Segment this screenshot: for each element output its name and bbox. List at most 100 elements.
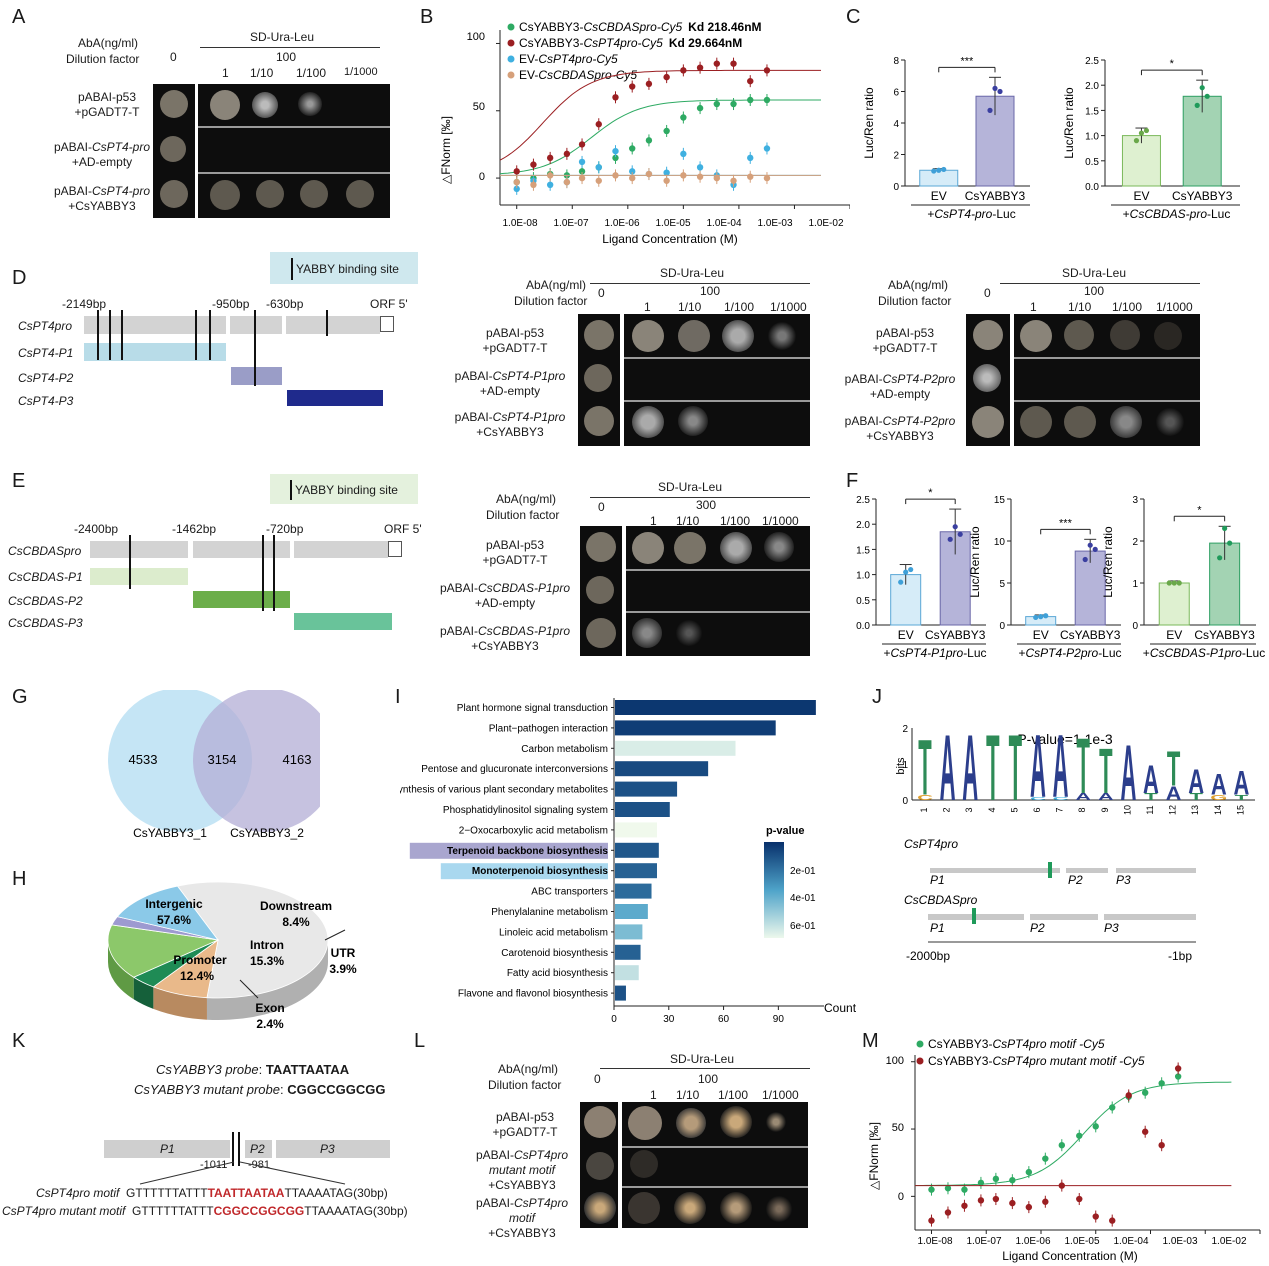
y-axis-label: Luc/Ren ratio	[846, 526, 847, 598]
yeast-colony	[720, 1106, 752, 1138]
promoter-name: CsPT4pro	[18, 319, 73, 333]
venn-label-2: CsYABBY3_2	[230, 826, 304, 840]
aba-label: AbA(ng/ml)	[888, 278, 949, 292]
category-label: CsYABBY3	[1194, 628, 1255, 642]
legend-marker	[507, 71, 515, 79]
data-point	[1143, 127, 1150, 134]
x-tick-label: 1.0E-08	[502, 218, 537, 229]
promoter-segment	[1116, 868, 1196, 873]
legend-entry: CsYABBY3-CsPT4pro mutant motif -Cy5	[928, 1054, 1145, 1068]
dil-1: 1	[650, 1088, 657, 1102]
y-tick-label: 0.5	[1085, 157, 1099, 168]
data-point	[1138, 130, 1145, 136]
yeast-colony	[586, 576, 614, 604]
yeast-colony	[1064, 320, 1094, 350]
yeast-colony	[346, 180, 374, 208]
binding-site-marker	[121, 310, 123, 360]
panel-label-a: A	[12, 6, 26, 28]
binding-legend-box	[270, 252, 418, 284]
probe-line: CsYABBY3 probe: TAATTAATAA	[156, 1062, 350, 1077]
bar	[615, 904, 648, 919]
mutant-motif-sequence: CsPT4pro mutant motif GTTTTTTATTTCGGCCGG…	[2, 1204, 408, 1218]
yeast-colony	[1020, 406, 1052, 438]
group-label: +CsPT4-P2pro-Luc	[1018, 646, 1121, 660]
yeast-colony	[256, 180, 284, 208]
divider	[622, 1186, 808, 1188]
panel-i-chart: Plant hormone signal transduction Plant−p…	[400, 698, 857, 1025]
bar	[615, 802, 670, 817]
legend-marker	[507, 23, 515, 31]
x-axis-label: Ligand Concentration (M)	[1002, 1249, 1137, 1263]
data-point	[680, 67, 687, 74]
dil-100: 1/100	[1112, 300, 1143, 314]
header-rule	[200, 47, 380, 48]
logo-letter: G	[1210, 794, 1227, 802]
position-label: 6	[1032, 807, 1042, 812]
data-point	[1174, 1073, 1182, 1080]
legend-entry: EV-CsCBDASpro-Cy5	[519, 68, 637, 82]
data-point	[1125, 1092, 1132, 1099]
panel-label-c: C	[846, 6, 861, 28]
binding-legend-box	[270, 474, 418, 504]
promoter-segment	[230, 316, 282, 334]
y-tick-label: 0	[479, 171, 485, 183]
data-point	[1092, 1123, 1099, 1130]
panel-b-chart: CsYABBY3-CsCBDASpro-Cy5 Kd 218.46nM CsYAB…	[439, 20, 850, 246]
logo-letter: A	[962, 720, 978, 821]
orf-label: ORF 5'	[370, 297, 408, 311]
yeast-colony	[1064, 406, 1096, 438]
promoter-segment	[930, 868, 1060, 873]
data-point	[546, 181, 554, 189]
y-tick-label: 1	[902, 760, 908, 771]
position-label: 1	[919, 807, 929, 812]
pie-value: 8.4%	[282, 915, 310, 929]
legend-entry: CsYABBY3-CsPT4pro-Cy5 Kd 29.664nM	[519, 36, 742, 50]
divider	[624, 400, 810, 402]
yeast-colony	[584, 406, 614, 436]
fragment-name: CsCBDAS-P2	[8, 594, 83, 608]
data-point	[763, 67, 771, 74]
yeast-colony	[676, 620, 702, 646]
data-point	[663, 177, 670, 184]
x-tick-label: 1.0E-03	[1162, 1236, 1197, 1247]
panel-m-chart: CsYABBY3-CsPT4pro motif -Cy5 CsYABBY3-Cs…	[867, 1037, 1261, 1263]
pie-value: 3.9%	[329, 962, 357, 976]
y-tick-label: 2.0	[1085, 81, 1099, 92]
category-label: Phenylalanine metabolism	[491, 907, 608, 918]
y-tick-label: 0.0	[856, 621, 870, 632]
x-tick-label: 90	[773, 1014, 785, 1025]
highlight-box	[440, 863, 608, 880]
logo-letter: T	[1167, 742, 1180, 798]
x-tick-label: 30	[663, 1014, 675, 1025]
fragment-name: CsCBDAS-P1	[8, 570, 83, 584]
panel-label-d: D	[12, 267, 27, 289]
panel-label-j: J	[872, 686, 882, 708]
legend-marker	[916, 1057, 924, 1065]
dil-10: 1/10	[250, 66, 274, 80]
yeast-colony	[160, 90, 188, 118]
pie-label: Exon	[255, 1001, 284, 1015]
logo-letter: T	[1076, 722, 1089, 811]
panel-h-pie: Intergenic 57.6% Downstream 8.4% Intron …	[107, 881, 357, 1031]
fragment-name: CsCBDAS-P3	[8, 616, 83, 630]
x-tick-label: 1.0E-08	[917, 1236, 952, 1247]
dil-1000: 1/1000	[1156, 300, 1193, 314]
logo-letter: T	[1235, 794, 1248, 802]
dilution-label: Dilution factor	[514, 294, 588, 308]
bar	[615, 842, 659, 858]
x-tick-label: 1.0E-02	[1211, 1236, 1246, 1247]
data-point	[629, 83, 636, 90]
promoter-segment	[245, 1140, 272, 1158]
data-point	[1033, 614, 1039, 621]
media-label: SD-Ura-Leu	[1062, 266, 1127, 280]
dil-1000: 1/1000	[770, 300, 807, 314]
header-rule	[600, 1068, 810, 1069]
category-label: Carotenoid biosynthesis	[501, 948, 608, 959]
category-label: EV	[1133, 189, 1149, 203]
legend-entry: CsYABBY3-CsCBDASpro-Cy5 Kd 218.46nM	[519, 20, 762, 34]
data-point	[612, 172, 619, 179]
data-point	[1058, 1182, 1066, 1189]
category-label: EV	[898, 628, 914, 642]
dil-10: 1/10	[678, 300, 702, 314]
yeast-colony	[210, 90, 240, 120]
